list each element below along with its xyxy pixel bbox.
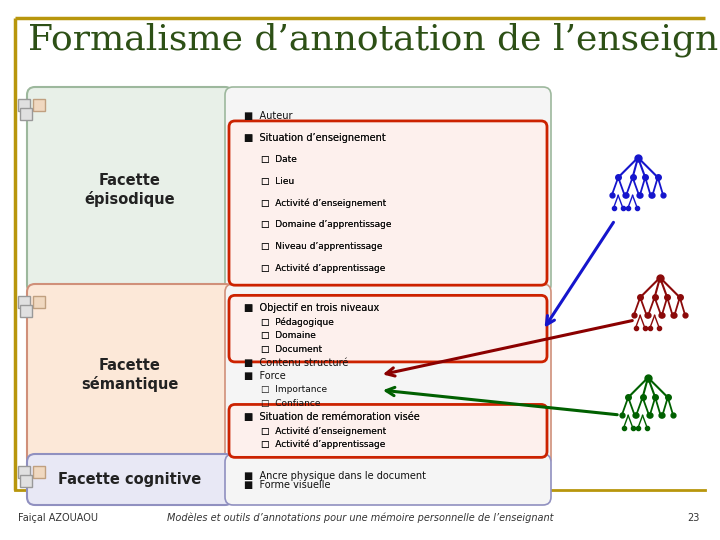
Text: □  Activité d’enseignement: □ Activité d’enseignement (261, 198, 386, 208)
Text: Facette
sémantique: Facette sémantique (81, 358, 179, 392)
Text: □  Pédagogique: □ Pédagogique (261, 317, 334, 327)
Text: □  Confiance: □ Confiance (261, 399, 320, 408)
FancyBboxPatch shape (20, 108, 32, 120)
Text: □  Lieu: □ Lieu (261, 177, 294, 186)
Text: □  Activité d’enseignement: □ Activité d’enseignement (261, 198, 386, 208)
Text: □  Activité d’enseignement: □ Activité d’enseignement (261, 426, 386, 436)
FancyBboxPatch shape (18, 296, 30, 308)
Text: □  Activité d’apprentissage: □ Activité d’apprentissage (261, 264, 385, 273)
Text: □  Document: □ Document (261, 345, 322, 354)
Text: ■  Ancre physique dans le document: ■ Ancre physique dans le document (244, 471, 426, 481)
Text: ■  Auteur: ■ Auteur (244, 111, 292, 121)
Text: Faiçal AZOUAOU: Faiçal AZOUAOU (18, 513, 98, 523)
Text: □  Activité d’apprentissage: □ Activité d’apprentissage (261, 440, 385, 449)
FancyBboxPatch shape (27, 87, 233, 293)
Text: Facette
épisodique: Facette épisodique (85, 173, 175, 207)
Text: Formalisme d’annotation de l’enseignant: Formalisme d’annotation de l’enseignant (28, 23, 720, 57)
Text: □  Pédagogique: □ Pédagogique (261, 317, 334, 327)
Text: ■  Force: ■ Force (244, 372, 286, 381)
Text: □  Domaine: □ Domaine (261, 331, 316, 340)
Text: Modèles et outils d’annotations pour une mémoire personnelle de l’enseignant: Modèles et outils d’annotations pour une… (167, 513, 553, 523)
Text: ■  Situation de remémoration visée: ■ Situation de remémoration visée (244, 412, 420, 422)
FancyBboxPatch shape (33, 99, 45, 111)
FancyBboxPatch shape (33, 296, 45, 308)
FancyBboxPatch shape (27, 284, 233, 466)
Text: □  Lieu: □ Lieu (261, 177, 294, 186)
Text: Facette cognitive: Facette cognitive (58, 472, 202, 487)
Text: ■  Situation d’enseignement: ■ Situation d’enseignement (244, 133, 386, 143)
Text: □  Niveau d’apprentissage: □ Niveau d’apprentissage (261, 242, 382, 251)
Text: ■  Contenu structuré: ■ Contenu structuré (244, 357, 348, 368)
Text: □  Importance: □ Importance (261, 386, 327, 395)
Text: 23: 23 (688, 513, 700, 523)
Text: ■  Objectif en trois niveaux: ■ Objectif en trois niveaux (244, 303, 379, 313)
Text: □  Niveau d’apprentissage: □ Niveau d’apprentissage (261, 242, 382, 251)
FancyBboxPatch shape (20, 475, 32, 487)
FancyBboxPatch shape (18, 99, 30, 111)
Text: ■  Situation de remémoration visée: ■ Situation de remémoration visée (244, 412, 420, 422)
FancyBboxPatch shape (33, 466, 45, 478)
FancyBboxPatch shape (229, 121, 547, 285)
Text: □  Document: □ Document (261, 345, 322, 354)
FancyBboxPatch shape (229, 404, 547, 457)
Text: □  Activité d’enseignement: □ Activité d’enseignement (261, 426, 386, 436)
Text: ■  Situation d’enseignement: ■ Situation d’enseignement (244, 133, 386, 143)
Text: □  Activité d’apprentissage: □ Activité d’apprentissage (261, 264, 385, 273)
Text: ■  Objectif en trois niveaux: ■ Objectif en trois niveaux (244, 303, 379, 313)
Text: □  Domaine d’apprentissage: □ Domaine d’apprentissage (261, 220, 392, 230)
FancyBboxPatch shape (20, 305, 32, 317)
FancyBboxPatch shape (225, 87, 551, 293)
Text: ■  Forme visuelle: ■ Forme visuelle (244, 480, 330, 490)
FancyBboxPatch shape (225, 284, 551, 466)
Text: □  Domaine: □ Domaine (261, 331, 316, 340)
Text: □  Date: □ Date (261, 155, 297, 164)
FancyBboxPatch shape (229, 295, 547, 362)
FancyBboxPatch shape (225, 454, 551, 505)
FancyBboxPatch shape (18, 466, 30, 478)
Text: □  Activité d’apprentissage: □ Activité d’apprentissage (261, 440, 385, 449)
FancyBboxPatch shape (27, 454, 233, 505)
Text: □  Domaine d’apprentissage: □ Domaine d’apprentissage (261, 220, 392, 230)
Text: □  Date: □ Date (261, 155, 297, 164)
